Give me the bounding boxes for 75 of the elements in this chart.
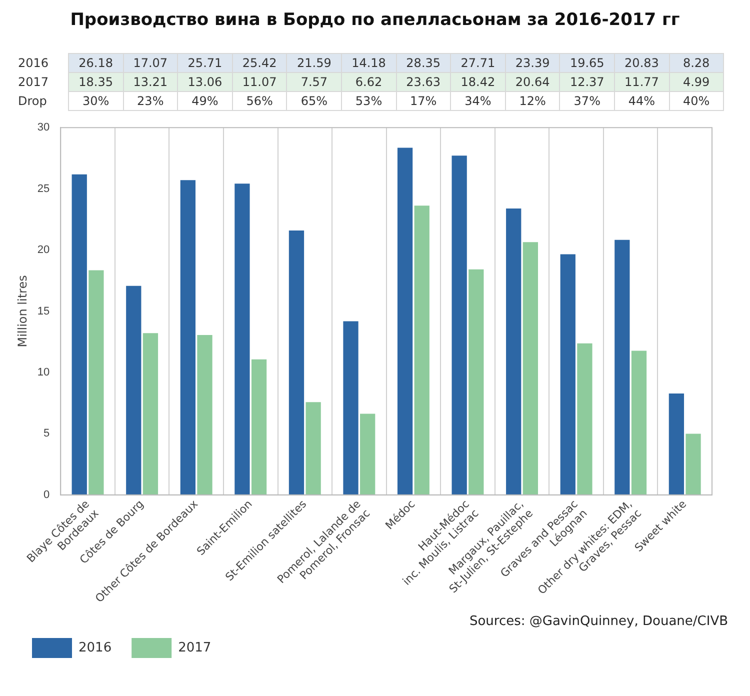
bar [360,414,376,495]
data-label: 19.65 [560,54,614,72]
text: 34% [450,92,506,110]
text: 56% [232,92,287,110]
y-tick-label: 0 [44,488,50,501]
data-label: 18.42 [450,72,506,92]
legend-label: 2016 [78,640,112,656]
data-label: 13.21 [123,72,178,92]
bar [614,240,630,495]
bar [88,270,104,495]
bar [288,230,304,495]
source-note: Sources: @GavinQuinney, Douane/CIVB [469,614,728,629]
data-label: 17.07 [123,54,178,72]
bar [468,269,484,495]
text: 2016 [18,56,49,70]
data-label: 7.57 [286,72,342,92]
text: 23% [123,92,178,110]
data-label: 21.59 [286,54,342,72]
bar [506,208,522,495]
chart-title: Производство вина в Бордо по апелласьонам за 2016-2017 гг [69,10,681,30]
y-tick-label: 5 [44,428,50,440]
text: 44% [614,92,670,110]
y-tick-label: 30 [37,122,50,134]
y-tick-label: 15 [37,305,50,318]
bar [180,180,196,495]
data-label: 11.07 [232,72,287,92]
y-axis-title: Million litres [15,275,30,348]
bar [577,343,592,495]
data-label: 23.63 [396,72,451,92]
y-tick-label: 10 [37,366,50,378]
y-tick-label: 20 [37,244,50,256]
bar [397,148,413,495]
bar [414,206,430,495]
text: 40% [669,92,724,110]
data-label: 4.99 [669,72,724,92]
data-label: 14.18 [341,54,396,72]
data-label: 20.64 [505,72,560,92]
data-label: 18.35 [68,72,124,92]
data-label: 8.28 [669,54,724,72]
text: 30% [68,92,124,110]
data-label: 25.71 [178,54,232,72]
y-tick-label: 25 [37,182,50,195]
data-label: 11.77 [614,72,670,92]
text: Drop [17,93,48,110]
data-label: 6.62 [341,72,396,92]
bar [306,402,321,495]
text: 65% [286,92,342,110]
data-label: 26.18 [68,54,124,72]
text: 49% [178,92,232,110]
text: 37% [560,92,614,110]
bar [72,174,87,495]
data-label: 13.06 [178,72,232,92]
bar [234,184,250,495]
bar [452,156,467,495]
text: 53% [341,92,396,110]
data-label: 27.71 [450,54,506,72]
data-label: 20.83 [614,54,670,72]
data-label: 23.39 [505,54,560,72]
bar [197,334,212,495]
bar [686,434,701,495]
legend-label: 2017 [178,640,212,656]
bar [522,242,538,495]
bar [126,286,142,495]
data-label: 25.42 [232,54,287,72]
bar [142,333,158,495]
bar [560,254,576,495]
bar [343,321,358,495]
data-label: 12.37 [560,72,614,92]
text: 12% [505,92,560,110]
text: 2017 [18,75,49,89]
bar [668,393,684,495]
data-label: 28.35 [396,54,451,72]
bar [251,359,267,495]
bar [631,350,647,495]
text: 17% [396,92,451,110]
